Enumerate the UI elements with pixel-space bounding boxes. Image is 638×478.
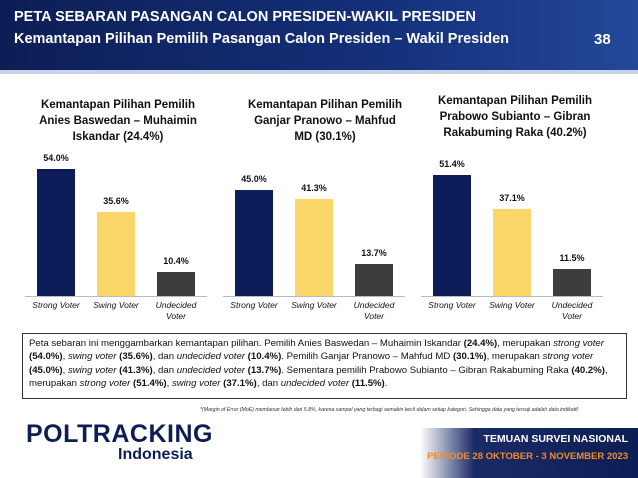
baseline bbox=[223, 296, 405, 297]
summary-text: Peta sebaran ini menggambarkan kemantapa… bbox=[29, 338, 464, 349]
chart-title: Kemantapan Pilihan Pemilih Anies Basweda… bbox=[39, 99, 197, 143]
slide-subtitle: Kemantapan Pilihan Pemilih Pasangan Calo… bbox=[14, 31, 510, 47]
footer-period: PERIODE 28 OKTOBER - 3 NOVEMBER 2023 bbox=[427, 451, 628, 462]
summary-text: , merupakan bbox=[497, 338, 554, 349]
summary-text: undecided voter bbox=[176, 351, 248, 363]
value-label: 41.3% bbox=[301, 182, 327, 193]
summary-text: (35.6%) bbox=[119, 351, 153, 363]
chart-title: Kemantapan Pilihan Pemilih Prabowo Subia… bbox=[437, 95, 592, 139]
bar bbox=[553, 268, 591, 296]
summary-text: strong voter bbox=[542, 351, 594, 363]
chart-title: Kemantapan Pilihan Pemilih Ganjar Pranow… bbox=[247, 99, 402, 143]
summary-text: (41.3%) bbox=[119, 364, 153, 376]
summary-text: , merupakan bbox=[29, 364, 608, 389]
summary-box: Peta sebaran ini menggambarkan kemantapa… bbox=[22, 333, 627, 399]
value-label: 51.4% bbox=[439, 159, 465, 170]
summary-text: , dan bbox=[256, 377, 281, 389]
summary-text: , bbox=[62, 364, 68, 376]
summary-text: swing voter bbox=[171, 377, 224, 389]
footer-band bbox=[420, 428, 638, 478]
logo: POLTRACKING bbox=[26, 420, 213, 448]
summary-text: (37.1%) bbox=[223, 377, 257, 389]
summary-text: (24.4%) bbox=[463, 338, 498, 349]
bar bbox=[235, 190, 273, 296]
summary-text: , dan bbox=[152, 351, 177, 363]
category-label: Strong Voter bbox=[230, 300, 278, 310]
summary-text: swing voter bbox=[67, 351, 120, 363]
summary-text: (13.7%) bbox=[247, 364, 282, 376]
summary-text: (10.4%) bbox=[247, 351, 282, 363]
summary-text: strong voter bbox=[553, 338, 604, 349]
summary-text: undecided voter bbox=[280, 377, 352, 389]
category-label: Undecided Voter bbox=[353, 300, 395, 321]
summary-text: , dan bbox=[152, 364, 177, 376]
page-number: 38 bbox=[594, 31, 611, 48]
category-label: Strong Voter bbox=[428, 300, 476, 310]
value-label: 37.1% bbox=[499, 192, 525, 203]
baseline bbox=[421, 296, 603, 297]
category-label: Swing Voter bbox=[93, 300, 139, 310]
bar bbox=[355, 263, 393, 296]
bar bbox=[493, 208, 531, 296]
category-label: Swing Voter bbox=[291, 300, 337, 310]
bar bbox=[433, 175, 471, 296]
summary-text: . Sementara pemilih Prabowo Subianto – G… bbox=[281, 364, 572, 376]
category-label: Strong Voter bbox=[32, 300, 80, 310]
value-label: 13.7% bbox=[361, 247, 387, 258]
bar bbox=[37, 169, 75, 296]
summary-text: , bbox=[166, 377, 172, 389]
summary-text: , bbox=[62, 351, 68, 363]
summary-text: undecided voter bbox=[176, 364, 248, 376]
bar bbox=[157, 271, 195, 296]
baseline bbox=[25, 296, 207, 297]
category-label: Undecided Voter bbox=[551, 300, 593, 321]
bar bbox=[295, 198, 333, 296]
summary-text: (40.2%) bbox=[571, 364, 605, 376]
value-label: 45.0% bbox=[241, 174, 267, 185]
bar bbox=[97, 212, 135, 296]
logo-sub: Indonesia bbox=[118, 446, 193, 463]
value-label: 35.6% bbox=[103, 196, 129, 207]
value-label: 54.0% bbox=[43, 153, 69, 164]
summary-text: , merupakan bbox=[486, 351, 543, 363]
footer-label: TEMUAN SURVEI NASIONAL bbox=[483, 433, 628, 445]
summary-text: . bbox=[384, 377, 388, 389]
header-band bbox=[0, 0, 638, 74]
summary-text: (30.1%) bbox=[452, 351, 487, 363]
value-label: 10.4% bbox=[163, 255, 189, 266]
summary-text: . Pemilih Ganjar Pranowo – Mahfud MD bbox=[281, 351, 453, 363]
summary-text: (45.0%) bbox=[29, 364, 63, 376]
slide-title: PETA SEBARAN PASANGAN CALON PRESIDEN-WAK… bbox=[14, 9, 476, 25]
summary-text: (54.0%) bbox=[29, 351, 63, 363]
summary-text: (51.4%) bbox=[133, 377, 167, 389]
value-label: 11.5% bbox=[559, 252, 585, 263]
category-label: Undecided Voter bbox=[155, 300, 197, 321]
summary-text: (11.5%) bbox=[351, 377, 385, 389]
summary-text: strong voter bbox=[79, 377, 131, 389]
summary-text: swing voter bbox=[67, 364, 120, 376]
category-label: Swing Voter bbox=[489, 300, 535, 310]
footnote: *(Margin of Error (MoE) membesar lebih d… bbox=[200, 407, 580, 413]
